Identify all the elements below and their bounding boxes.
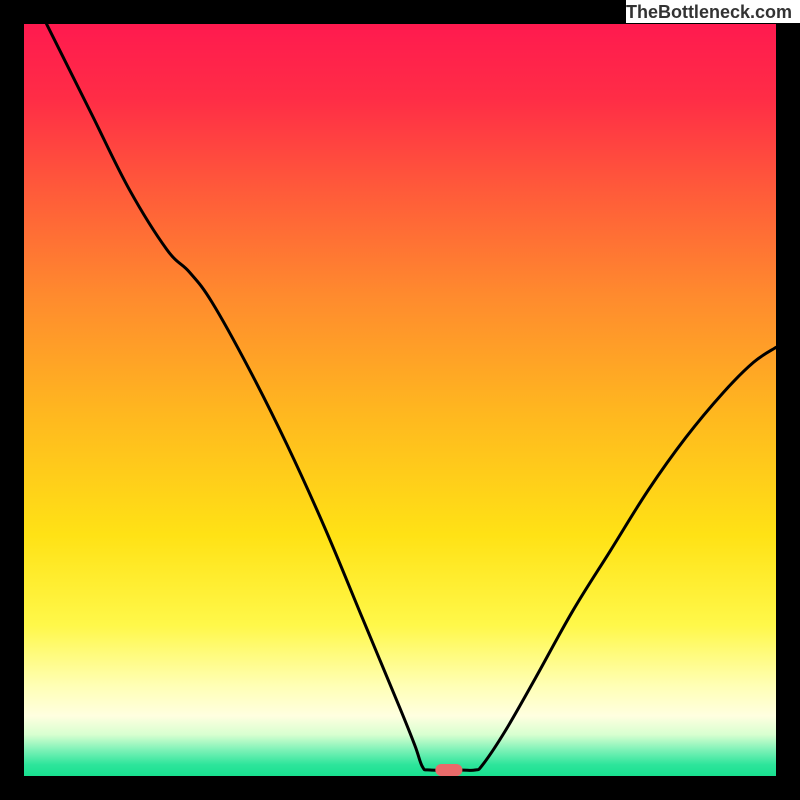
watermark-text: TheBottleneck.com <box>626 0 800 23</box>
chart-container: TheBottleneck.com <box>0 0 800 800</box>
plot-background <box>24 24 776 776</box>
bottleneck-chart <box>0 0 800 800</box>
optimal-marker <box>435 764 462 776</box>
